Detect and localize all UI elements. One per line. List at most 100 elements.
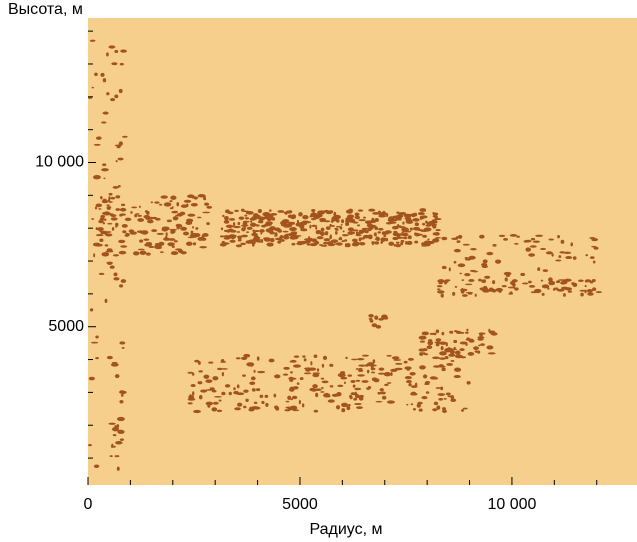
echo (270, 212, 278, 216)
echo (309, 215, 313, 218)
echo (312, 384, 318, 389)
echo (343, 381, 347, 385)
echo (236, 392, 245, 396)
echo (585, 254, 589, 257)
echo (504, 277, 508, 282)
echo (309, 224, 312, 229)
echo (428, 339, 433, 343)
echo (400, 239, 405, 243)
echo (303, 228, 308, 232)
echo (255, 237, 261, 242)
echo (449, 330, 454, 334)
echo (99, 238, 104, 243)
echo (323, 238, 331, 242)
echo (274, 237, 283, 241)
echo (177, 249, 184, 253)
echo (170, 229, 175, 234)
echo (183, 199, 192, 203)
echo (119, 399, 124, 404)
echo (421, 331, 429, 336)
echo (484, 275, 491, 279)
echo (118, 88, 123, 94)
echo (219, 235, 225, 238)
echo (355, 368, 359, 370)
echo (298, 212, 303, 217)
echo (322, 355, 328, 361)
echo (257, 208, 262, 214)
echo (444, 356, 449, 360)
echo (101, 121, 107, 124)
echo (108, 201, 113, 203)
echo (315, 226, 318, 230)
echo (440, 293, 444, 298)
echo (354, 402, 362, 406)
echo (327, 399, 335, 403)
echo (392, 225, 399, 230)
echo (320, 220, 326, 223)
echo (468, 279, 475, 282)
echo (156, 232, 164, 235)
echo (114, 144, 123, 147)
echo (346, 405, 351, 411)
echo (454, 285, 458, 288)
echo (412, 407, 416, 411)
echo (218, 399, 222, 402)
echo (296, 219, 300, 223)
echo (341, 240, 345, 243)
echo (202, 233, 209, 237)
echo (273, 393, 277, 398)
echo (116, 424, 120, 429)
echo (321, 363, 325, 368)
echo (95, 233, 104, 237)
echo (555, 259, 562, 262)
echo (483, 285, 488, 289)
echo (529, 254, 533, 257)
echo (95, 136, 102, 140)
echo (243, 353, 251, 358)
echo (102, 222, 106, 225)
echo (465, 338, 474, 341)
echo (406, 240, 413, 245)
echo (311, 209, 316, 213)
echo (310, 361, 313, 366)
echo (327, 243, 335, 247)
echo (292, 395, 298, 400)
echo (220, 358, 225, 363)
echo (383, 372, 392, 377)
echo (191, 225, 195, 229)
echo (190, 230, 194, 234)
echo (398, 226, 406, 229)
echo (279, 235, 284, 239)
echo (311, 238, 318, 243)
echo (243, 226, 246, 230)
echo (410, 392, 418, 396)
echo (224, 215, 229, 221)
echo (393, 243, 397, 247)
echo (357, 209, 364, 212)
echo (507, 286, 515, 289)
echo (523, 240, 529, 243)
echo (414, 240, 419, 244)
echo (459, 348, 465, 352)
echo (274, 405, 279, 410)
echo (529, 245, 537, 248)
echo (103, 177, 106, 180)
echo (432, 408, 438, 412)
echo (137, 214, 142, 217)
echo (277, 210, 285, 213)
echo (460, 288, 468, 292)
echo (100, 72, 105, 77)
echo (154, 244, 162, 249)
echo (586, 289, 593, 293)
echo (555, 280, 561, 283)
echo (419, 340, 425, 343)
echo (495, 259, 502, 264)
echo (233, 387, 236, 391)
echo (435, 387, 441, 389)
echo (402, 236, 408, 240)
echo (109, 265, 115, 269)
echo (176, 212, 183, 217)
echo (119, 341, 126, 345)
echo (438, 364, 444, 368)
echo (466, 328, 469, 332)
